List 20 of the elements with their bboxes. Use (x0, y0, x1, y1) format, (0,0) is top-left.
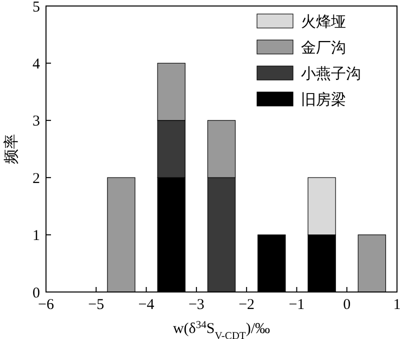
legend-label: 小燕子沟 (301, 65, 361, 82)
x-tick-label: −5 (88, 297, 104, 313)
x-tick-label: −1 (288, 297, 305, 313)
x-tick-label: −3 (188, 297, 204, 313)
legend-label: 火烽垭 (301, 13, 346, 30)
legend-label: 金厂沟 (301, 39, 346, 56)
x-tick-label: −2 (238, 297, 255, 313)
y-tick-label: 1 (32, 228, 40, 244)
x-axis-title: w(δ$^{34}$S$_{V-CDT}$)/‰ (172, 320, 270, 339)
y-tick-label: 3 (32, 114, 40, 130)
y-axis-title: 频率 (3, 134, 20, 164)
x-tick-label: −6 (38, 297, 54, 313)
y-tick-label: 5 (32, 0, 40, 16)
y-tick-label: 2 (32, 170, 40, 187)
y-tick-label: 0 (32, 285, 40, 302)
y-tick-label: 4 (32, 56, 40, 72)
legend-label: 旧房梁 (301, 91, 346, 108)
x-tick-label: 0 (343, 297, 351, 313)
x-tick-label: 1 (393, 297, 400, 313)
x-tick-label: −4 (138, 297, 155, 313)
